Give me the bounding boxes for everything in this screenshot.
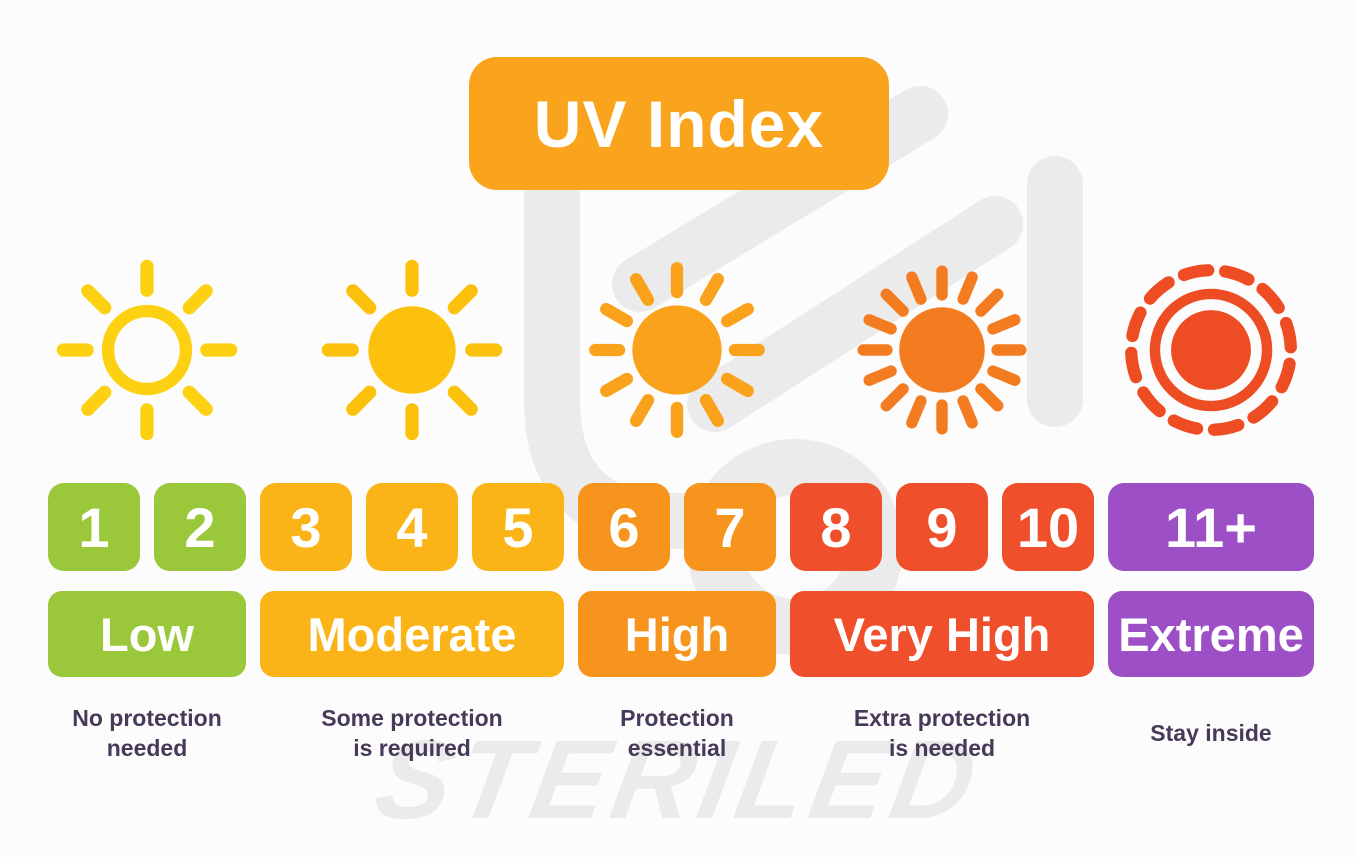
level-column-very-high: 8 9 10 Very High Extra protection is nee… (790, 255, 1094, 765)
number-row-very-high: 8 9 10 (790, 483, 1094, 571)
category-label-very-high: Very High (790, 591, 1094, 677)
description-moderate: Some protection is required (321, 701, 502, 765)
sun-extreme-icon (1116, 255, 1306, 445)
level-column-moderate: 3 4 5 Moderate Some protection is requir… (260, 255, 564, 765)
description-line: Some protection (321, 705, 503, 731)
description-high: Protection essential (620, 701, 734, 765)
description-extreme: Stay inside (1150, 701, 1271, 765)
uv-number-7: 7 (684, 483, 776, 571)
description-line: is needed (888, 735, 996, 761)
level-column-high: 6 7 High Protection essential (578, 255, 776, 765)
description-line: Extra protection (853, 705, 1031, 731)
uv-number-9: 9 (896, 483, 988, 571)
content-area: UV Index (0, 57, 1358, 765)
description-line: needed (106, 735, 188, 761)
level-column-extreme: 11+ Extreme Stay inside (1108, 255, 1314, 765)
sun-high-icon (582, 255, 772, 445)
description-very-high: Extra protection is needed (854, 701, 1030, 765)
category-label-low: Low (48, 591, 246, 677)
uv-number-3: 3 (260, 483, 352, 571)
sun-very-high-icon (847, 255, 1037, 445)
number-row-high: 6 7 (578, 483, 776, 571)
uv-number-2: 2 (154, 483, 246, 571)
category-label-extreme: Extreme (1108, 591, 1314, 677)
uv-number-8: 8 (790, 483, 882, 571)
category-label-high: High (578, 591, 776, 677)
uv-index-title-badge: UV Index (469, 57, 889, 190)
description-line: Stay inside (1150, 720, 1272, 746)
sun-low-icon (52, 255, 242, 445)
number-row-moderate: 3 4 5 (260, 483, 564, 571)
level-column-low: 1 2 Low No protection needed (48, 255, 246, 765)
description-line: is required (353, 735, 471, 761)
category-label-moderate: Moderate (260, 591, 564, 677)
description-line: Protection (620, 705, 734, 731)
description-line: essential (627, 735, 727, 761)
uv-number-1: 1 (48, 483, 140, 571)
uv-index-infographic: { "page": { "background": "#FCFCFC", "de… (0, 57, 1358, 857)
description-line: No protection (72, 705, 222, 731)
uv-number-11plus: 11+ (1108, 483, 1314, 571)
uv-number-4: 4 (366, 483, 458, 571)
uv-number-5: 5 (472, 483, 564, 571)
uv-levels-grid: 1 2 Low No protection needed (48, 255, 1314, 765)
uv-number-10: 10 (1002, 483, 1094, 571)
uv-number-6: 6 (578, 483, 670, 571)
description-low: No protection needed (72, 701, 222, 765)
uv-index-title: UV Index (533, 86, 825, 161)
number-row-extreme: 11+ (1108, 483, 1314, 571)
sun-moderate-icon (317, 255, 507, 445)
number-row-low: 1 2 (48, 483, 246, 571)
